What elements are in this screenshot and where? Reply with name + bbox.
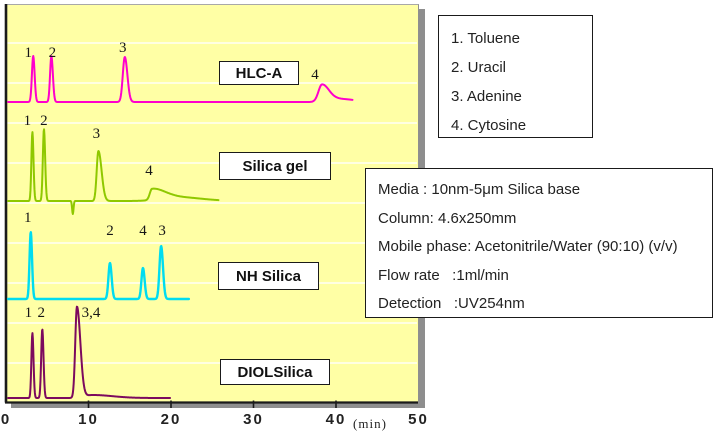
x-tick-label-20: 20 [160,411,182,428]
legend-item-cytosine: 4. Cytosine [451,117,527,134]
condition-column: Column: 4.6x250mm [378,209,517,227]
x-tick-label-10: 10 [78,411,99,428]
trace-label-text: Silica gel [242,157,308,175]
x-axis-unit-label: (min) [353,416,387,431]
plot-area [5,4,419,403]
condition-media: Media : 10nm-5μm Silica base [378,181,581,198]
x-tick-label-30: 30 [243,411,264,428]
legend-item-adenine: 3. Adenine [451,88,522,105]
trace-label-text: NH Silica [235,267,302,285]
trace-label-hlc-a: HLC-A [219,61,299,85]
x-tick-label-0: 0 [0,411,12,428]
compound-legend-box: 1. Toluene 2. Uracil 3. Adenine 4. Cytos… [438,15,593,138]
condition-detection: Detection :UV254nm [378,295,525,312]
x-tick-label-40: 40 [325,411,347,428]
legend-item-uracil: 2. Uracil [451,59,507,76]
trace-label-nh-silica: NH Silica [218,262,319,290]
trace-label-silica-gel: Silica gel [219,152,331,180]
condition-mobile-phase: Mobile phase: Acetonitrile/Water (90:10)… [378,238,678,255]
trace-label-text: HLC-A [235,64,283,82]
conditions-box: Media : 10nm-5μm Silica base Column: 4.6… [365,168,713,318]
trace-label-text: DIOLSilica [237,363,313,381]
legend-item-toluene: 1. Toluene [451,30,520,47]
trace-label-diolsilica: DIOLSilica [220,359,330,385]
x-tick-label-50: 50 [408,411,429,428]
condition-flow-rate: Flow rate :1ml/min [378,266,509,284]
